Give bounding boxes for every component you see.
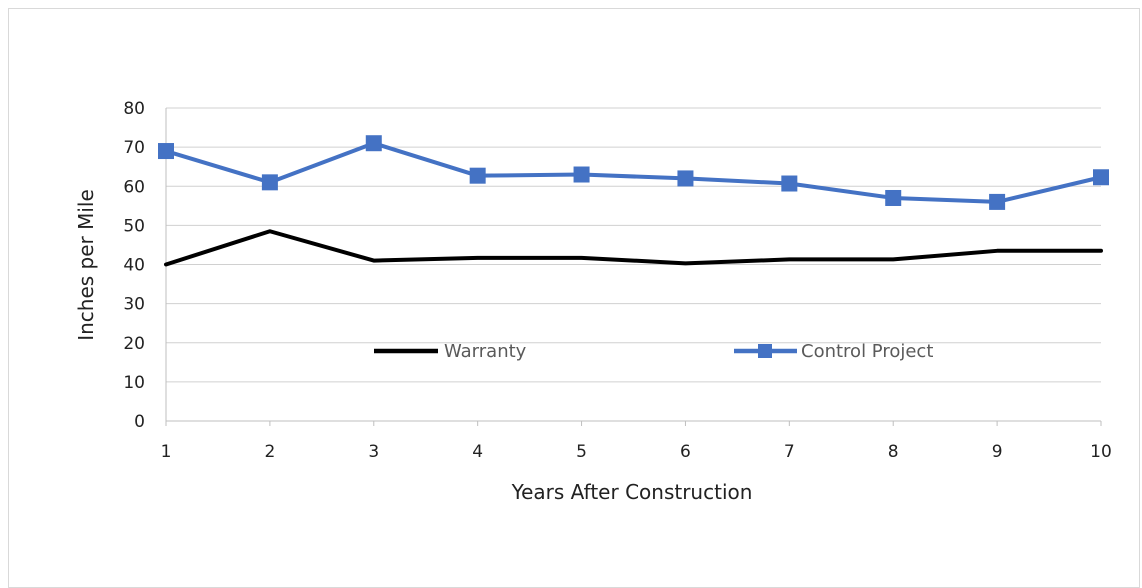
- x-tick-label: 8: [888, 442, 899, 462]
- y-tick-label: 40: [123, 256, 145, 276]
- y-tick-labels: 0 10 20 30 40 50 60 70 80: [123, 99, 145, 432]
- data-point-control-project: [1093, 169, 1109, 186]
- x-tick-label: 2: [264, 442, 275, 462]
- series-line-warranty: [164, 229, 1103, 267]
- legend-item-control-project: Control Project: [734, 341, 933, 362]
- x-tick-label: 6: [680, 442, 691, 462]
- x-tick-label: 3: [368, 442, 379, 462]
- legend-label-warranty: Warranty: [444, 341, 527, 362]
- legend-label-control-project: Control Project: [801, 341, 933, 362]
- y-axis-title: Inches per Mile: [74, 189, 98, 341]
- x-tick-label: 10: [1090, 442, 1112, 462]
- data-point-control-project: [885, 189, 902, 206]
- y-tick-label: 20: [123, 334, 145, 354]
- data-point-control-project: [158, 143, 174, 160]
- data-point-control-project: [365, 135, 382, 152]
- series-lines: [164, 141, 1103, 267]
- x-tick-label: 9: [992, 442, 1003, 462]
- data-point-control-project: [573, 166, 590, 183]
- x-tick-label: 1: [161, 442, 172, 462]
- y-tick-label: 50: [123, 216, 145, 236]
- data-point-control-project: [989, 193, 1006, 210]
- data-point-control-project: [469, 167, 486, 184]
- y-tick-label: 10: [123, 373, 145, 393]
- y-tick-label: 80: [123, 99, 145, 119]
- x-tick-label: 5: [576, 442, 587, 462]
- data-point-control-project: [781, 175, 798, 192]
- data-point-control-project: [677, 170, 694, 187]
- y-tick-label: 60: [123, 177, 145, 197]
- x-tick-label: 4: [472, 442, 483, 462]
- axes: [165, 108, 1102, 426]
- data-point-control-project: [261, 174, 278, 191]
- series-line-control-project: [164, 141, 1103, 204]
- x-axis-title: Years After Construction: [511, 480, 753, 504]
- y-tick-label: 0: [134, 412, 145, 432]
- y-tick-label: 70: [123, 138, 145, 158]
- series-markers: [158, 135, 1109, 210]
- gridlines: [166, 107, 1101, 383]
- legend: Warranty Control Project: [374, 341, 933, 362]
- legend-marker-control-project: [758, 344, 772, 358]
- legend-item-warranty: Warranty: [374, 341, 527, 362]
- x-tick-labels: 1 2 3 4 5 6 7 8 9 10: [161, 442, 1112, 462]
- y-tick-label: 30: [123, 295, 145, 315]
- chart-frame: [8, 8, 1140, 588]
- x-tick-label: 7: [784, 442, 795, 462]
